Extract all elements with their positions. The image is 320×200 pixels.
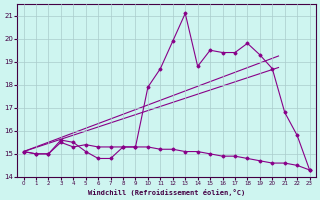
X-axis label: Windchill (Refroidissement éolien,°C): Windchill (Refroidissement éolien,°C) <box>88 189 245 196</box>
